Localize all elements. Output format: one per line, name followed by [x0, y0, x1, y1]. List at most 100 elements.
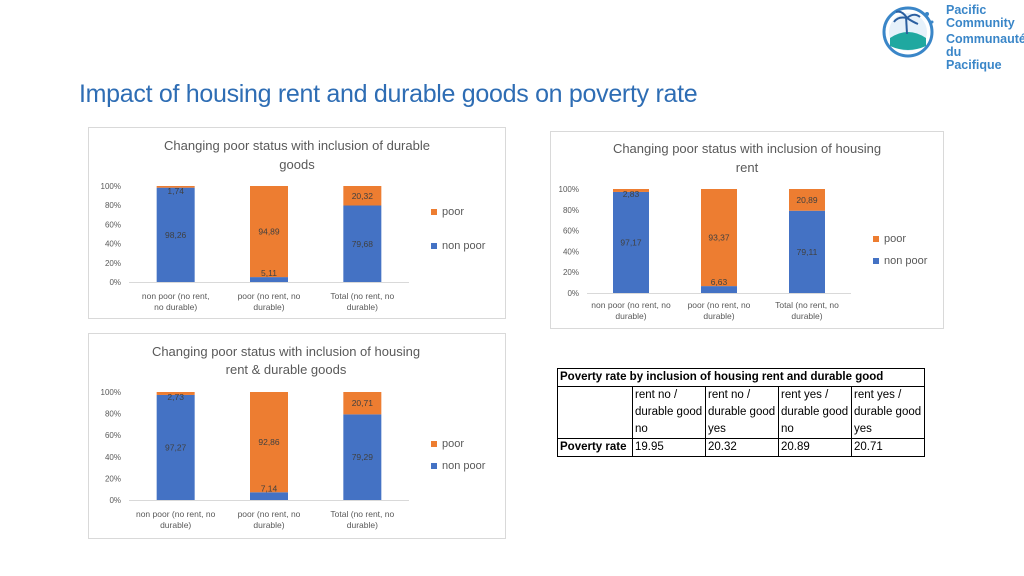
data-label-non-poor: 7,14 [261, 483, 278, 493]
bar-non-poor [250, 492, 288, 500]
chart-title: goods [279, 157, 315, 172]
legend-label: non poor [884, 255, 928, 267]
table-row-label: Poverty rate [557, 438, 633, 457]
header-line: rent no / [708, 389, 751, 401]
chart-title: rent & durable goods [226, 362, 347, 377]
logo-text-pacific: Pacific [946, 3, 987, 17]
data-label-non-poor: 97,17 [620, 237, 642, 247]
data-label-poor: 93,37 [708, 233, 730, 243]
bar-non-poor [343, 414, 382, 500]
logo-text-community: Community [946, 16, 1015, 30]
data-label-non-poor: 79,11 [797, 247, 818, 257]
header-line: durable good [708, 406, 776, 418]
data-label-non-poor: 5,11 [261, 268, 277, 278]
bar-poor [701, 189, 737, 287]
header-line: rent yes / [781, 389, 829, 401]
category-label: Total (no rent, no [775, 300, 839, 310]
y-tick-label: 0% [109, 278, 121, 287]
y-tick-label: 100% [559, 185, 579, 194]
chart-both: Changing poor status with inclusion of h… [101, 344, 486, 530]
legend-swatch [431, 441, 437, 447]
header-line: durable good [781, 406, 849, 418]
bar-poor [156, 186, 195, 188]
legend-swatch [431, 463, 437, 469]
table-row: Poverty rate 19.95 20.32 20.89 20.71 [557, 438, 925, 457]
category-label: non poor (no rent, no [136, 509, 216, 519]
category-label: durable) [615, 311, 646, 321]
y-tick-label: 100% [101, 182, 121, 191]
category-label: non poor (no rent, [142, 291, 210, 301]
bar-poor [343, 186, 382, 206]
data-label-poor: 94,89 [258, 227, 280, 237]
data-label-non-poor: 6,63 [711, 277, 728, 287]
chart-rent: Changing poor status with inclusion of h… [559, 141, 928, 321]
table-header-cell: rent yes / durable good yes [851, 386, 925, 439]
category-label: Total (no rent, no [330, 509, 394, 519]
y-tick-label: 80% [105, 410, 121, 419]
legend-label: poor [442, 438, 464, 450]
y-tick-label: 60% [563, 227, 579, 236]
chart-durable: Changing poor status with inclusion of d… [101, 138, 486, 312]
legend-swatch [873, 258, 879, 264]
data-label-poor: 20,89 [796, 195, 818, 205]
y-tick-label: 40% [105, 240, 121, 249]
y-tick-label: 80% [563, 206, 579, 215]
category-label: durable) [347, 302, 378, 312]
category-label: Total (no rent, no [330, 291, 394, 301]
category-label: durable) [791, 311, 822, 321]
page-title: Impact of housing rent and durable goods… [79, 80, 698, 108]
header-line: yes [708, 423, 726, 435]
bar-non-poor [613, 191, 649, 293]
category-label: no durable) [154, 302, 197, 312]
y-tick-label: 0% [109, 496, 121, 505]
table-cell: 20.89 [778, 438, 852, 457]
chart-panel-durable-goods: Changing poor status with inclusion of d… [88, 127, 506, 319]
header-line: durable good [635, 406, 703, 418]
y-tick-label: 40% [105, 453, 121, 462]
header-line: yes [854, 423, 872, 435]
header-line: durable good [854, 406, 922, 418]
bar-non-poor [250, 277, 288, 282]
category-label: durable) [160, 520, 191, 530]
legend-swatch [431, 243, 437, 249]
poverty-rate-table: Poverty rate by inclusion of housing ren… [557, 368, 925, 457]
chart-title: Changing poor status with inclusion of h… [152, 344, 420, 359]
y-tick-label: 20% [105, 474, 121, 483]
data-label-poor: 2,83 [623, 189, 640, 199]
logo-text-du-pacifique: du Pacifique [946, 45, 1002, 72]
bar-non-poor [156, 394, 195, 500]
chart-title: Changing poor status with inclusion of h… [613, 141, 881, 156]
table-header-cell: rent yes / durable good no [778, 386, 852, 439]
data-label-poor: 2,73 [167, 392, 184, 402]
bar-non-poor [156, 187, 195, 282]
category-label: poor (no rent, no [688, 300, 751, 310]
legend-label: non poor [442, 460, 486, 472]
category-label: durable) [253, 520, 284, 530]
legend-label: poor [884, 233, 906, 245]
category-label: durable) [253, 302, 284, 312]
header-line: rent yes / [854, 389, 902, 401]
chart-panel-rent-and-durable: Changing poor status with inclusion of h… [88, 333, 506, 539]
y-tick-label: 40% [563, 247, 579, 256]
header-line: no [781, 423, 794, 435]
data-label-poor: 1,74 [167, 186, 184, 196]
chart-title: rent [736, 160, 759, 175]
table-cell: 20.32 [705, 438, 779, 457]
bar-poor [156, 392, 195, 395]
y-tick-label: 60% [105, 220, 121, 229]
category-label: durable) [703, 311, 734, 321]
table-header-row: rent no / durable good no rent no / dura… [557, 386, 925, 439]
data-label-non-poor: 98,26 [165, 230, 187, 240]
header-line: rent no / [635, 389, 678, 401]
table-cell: 19.95 [632, 438, 706, 457]
category-label: non poor (no rent, no [591, 300, 671, 310]
logo-text-communaute: Communauté [946, 32, 1024, 46]
legend-label: poor [442, 206, 464, 218]
data-label-poor: 20,32 [352, 191, 374, 201]
bar-non-poor [789, 210, 825, 293]
category-label: durable) [347, 520, 378, 530]
pacific-community-logo: Pacific Community Communauté du Pacifiqu… [880, 2, 1024, 72]
y-tick-label: 80% [105, 201, 121, 210]
bar-non-poor [343, 205, 382, 282]
data-label-non-poor: 97,27 [165, 442, 187, 452]
